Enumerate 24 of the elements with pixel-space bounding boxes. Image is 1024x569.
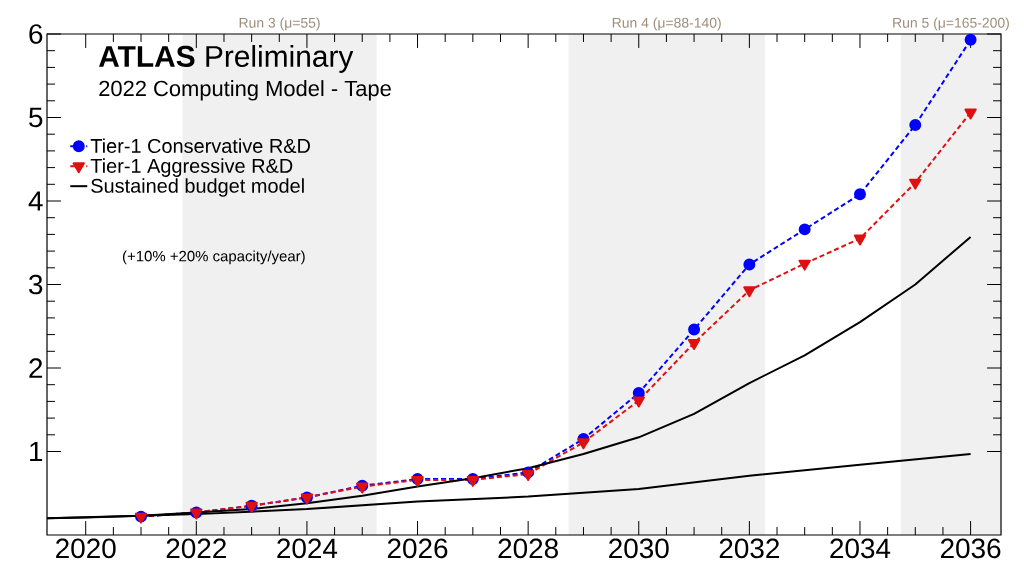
legend-label: Sustained budget model: [91, 178, 304, 197]
y-tick-label: 2: [29, 358, 43, 378]
y-tick-label: 6: [29, 24, 43, 44]
y-tick-label: 5: [29, 107, 43, 128]
x-tick-label: 2020: [56, 538, 116, 559]
x-tick-label: 2036: [940, 538, 1001, 559]
x-tick-label: 2032: [719, 538, 779, 559]
y-tick-label: 4: [28, 191, 43, 211]
legend-label: Tier-1 Aggressive R&D: [90, 158, 293, 177]
chart-title: ATLAS Preliminary: [98, 45, 354, 73]
y-tick-label: 1: [30, 441, 43, 462]
x-tick-label: 2026: [387, 538, 448, 559]
y-tick-label: 3: [29, 274, 43, 295]
x-tick-label: 2030: [609, 538, 669, 559]
band-label: Run 5 (μ=165-200): [893, 17, 1009, 31]
legend-label: Tier-1 Conservative R&D: [90, 138, 310, 154]
annotation: (+10% +20% capacity/year): [122, 250, 305, 265]
x-tick-label: 2028: [498, 538, 558, 559]
text: 2022 Computing Model - Tape: [99, 80, 391, 101]
x-tick-label: 2024: [277, 538, 338, 559]
x-tick-label: 2034: [830, 538, 891, 559]
x-tick-label: 2022: [166, 538, 226, 559]
band-label: Run 3 (μ=55): [239, 17, 320, 31]
band-label: Run 4 (μ=88-140): [612, 17, 721, 31]
